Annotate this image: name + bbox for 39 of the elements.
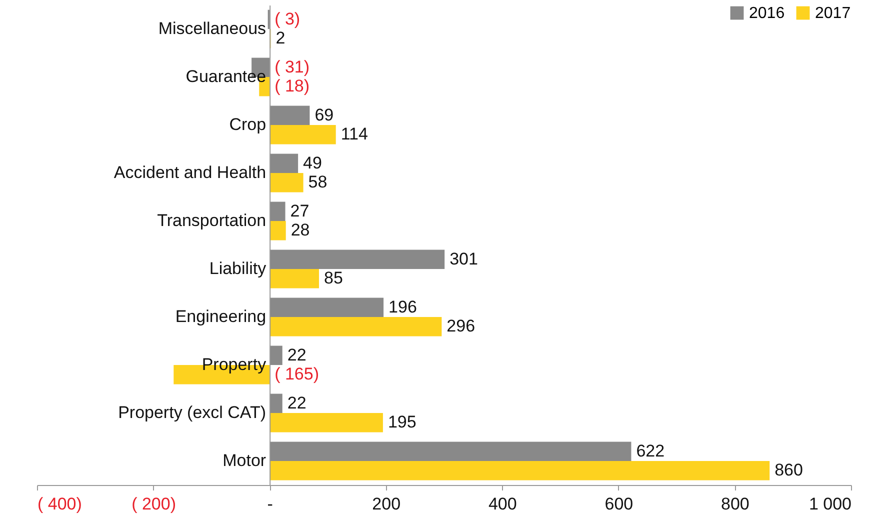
y-tick-label: Motor: [222, 451, 266, 470]
data-label: 196: [388, 297, 417, 316]
x-tick-label: ( 200): [132, 494, 176, 514]
data-label: 27: [290, 201, 310, 220]
data-label: 28: [290, 220, 310, 240]
data-label: ( 3): [274, 9, 300, 28]
data-label: 114: [340, 124, 368, 144]
data-label: 58: [308, 172, 328, 192]
data-label: 22: [287, 345, 306, 364]
x-tick-label: 1 000: [808, 494, 852, 514]
data-label: 622: [636, 441, 665, 460]
y-tick-label: Miscellaneous: [158, 19, 266, 38]
y-tick-label: Accident and Health: [114, 163, 266, 182]
y-tick-label: Liability: [209, 259, 267, 278]
x-tick-label: 800: [721, 494, 750, 514]
x-tick-label: 600: [604, 494, 634, 514]
x-tick-label: 200: [372, 494, 401, 514]
x-tick-label: ( 400): [38, 494, 82, 514]
data-label: 2: [276, 28, 286, 48]
data-label: 49: [303, 153, 322, 172]
data-label: 85: [324, 268, 343, 288]
data-label: 195: [388, 412, 416, 432]
y-tick-label: Guarantee: [186, 67, 266, 86]
data-label: 860: [774, 460, 803, 480]
x-tick-label: -: [267, 494, 273, 514]
data-label: 69: [314, 105, 334, 124]
legend-label: 2016: [749, 5, 785, 22]
data-label: ( 165): [274, 364, 319, 384]
x-tick-label: 400: [488, 494, 517, 514]
data-label: 22: [287, 393, 306, 412]
y-tick-label: Property (excl CAT): [118, 403, 266, 422]
y-tick-label: Engineering: [175, 307, 266, 326]
y-tick-label: Transportation: [157, 211, 266, 230]
data-label: ( 18): [274, 76, 310, 96]
data-label: 296: [446, 316, 476, 336]
data-label: 301: [450, 249, 478, 268]
data-label: ( 31): [274, 57, 310, 76]
legend-label: 2017: [815, 5, 851, 22]
y-tick-label: Crop: [229, 115, 266, 134]
